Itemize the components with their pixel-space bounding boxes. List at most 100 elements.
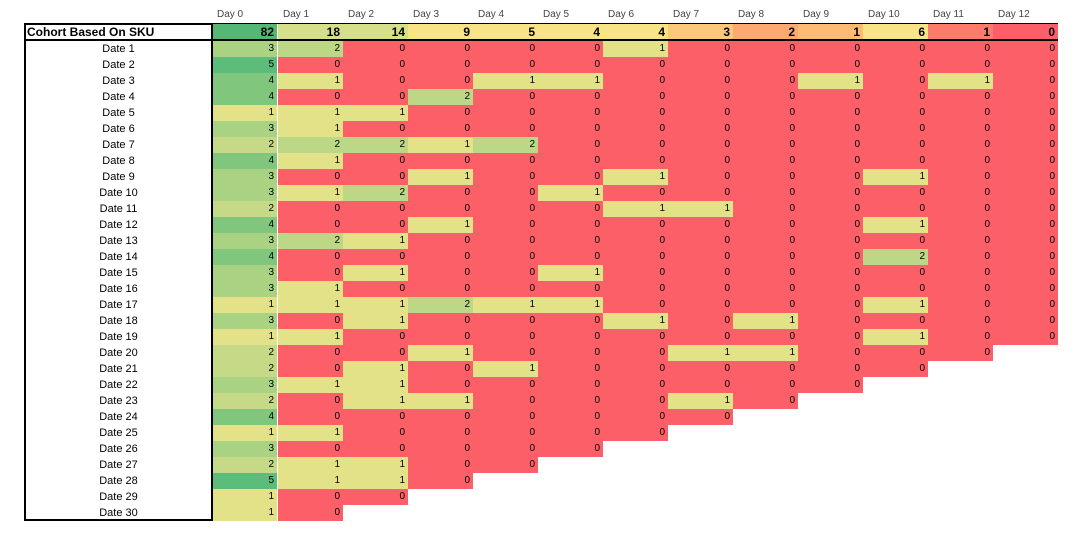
cohort-cell[interactable]: 0 [668, 73, 733, 89]
cohort-cell[interactable]: 2 [278, 41, 343, 57]
cohort-cell[interactable]: 0 [473, 217, 538, 233]
cohort-cell[interactable]: 0 [928, 201, 993, 217]
cohort-cell[interactable]: 0 [733, 249, 798, 265]
cohort-cell[interactable]: 0 [733, 73, 798, 89]
cohort-cell[interactable]: 1 [603, 169, 668, 185]
cohort-cell[interactable]: 0 [473, 457, 538, 473]
cohort-cell[interactable]: 0 [538, 313, 603, 329]
cohort-cell[interactable]: 0 [668, 185, 733, 201]
cohort-cell[interactable]: 0 [603, 57, 668, 73]
cohort-cell[interactable]: 0 [668, 121, 733, 137]
cohort-cell[interactable]: 0 [538, 201, 603, 217]
cohort-cell[interactable]: 0 [928, 153, 993, 169]
cohort-cell[interactable]: 0 [473, 281, 538, 297]
cohort-cell[interactable]: 0 [668, 105, 733, 121]
cohort-cell[interactable]: 0 [278, 393, 343, 409]
cohort-cell[interactable]: 0 [408, 361, 473, 377]
cohort-cell[interactable]: 1 [473, 73, 538, 89]
cohort-cell[interactable]: 0 [473, 41, 538, 57]
cohort-cell[interactable]: 0 [733, 137, 798, 153]
cohort-cell[interactable]: 3 [212, 441, 277, 457]
cohort-cell[interactable]: 0 [798, 297, 863, 313]
cohort-cell[interactable]: 0 [278, 249, 343, 265]
cohort-cell[interactable]: 0 [798, 313, 863, 329]
cohort-cell[interactable]: 0 [668, 233, 733, 249]
cohort-cell[interactable]: 1 [343, 313, 408, 329]
total-cell[interactable]: 0 [993, 24, 1058, 40]
cohort-cell[interactable]: 0 [343, 217, 408, 233]
cohort-cell[interactable]: 0 [408, 233, 473, 249]
cohort-cell[interactable]: 1 [278, 121, 343, 137]
cohort-cell[interactable]: 1 [668, 201, 733, 217]
cohort-cell[interactable]: 4 [212, 217, 277, 233]
cohort-cell[interactable]: 0 [993, 105, 1058, 121]
cohort-cell[interactable]: 1 [278, 153, 343, 169]
cohort-cell[interactable]: 0 [408, 185, 473, 201]
cohort-cell[interactable]: 0 [798, 169, 863, 185]
cohort-cell[interactable]: 0 [798, 345, 863, 361]
cohort-cell[interactable]: 0 [408, 441, 473, 457]
cohort-cell[interactable]: 1 [408, 169, 473, 185]
total-cell[interactable]: 9 [408, 24, 473, 40]
cohort-cell[interactable]: 0 [733, 57, 798, 73]
cohort-cell[interactable]: 0 [473, 105, 538, 121]
cohort-cell[interactable]: 0 [538, 121, 603, 137]
cohort-cell[interactable]: 0 [733, 105, 798, 121]
total-cell[interactable]: 14 [343, 24, 408, 40]
cohort-cell[interactable]: 0 [798, 137, 863, 153]
cohort-cell[interactable]: 0 [408, 281, 473, 297]
cohort-cell[interactable]: 1 [212, 329, 277, 345]
cohort-cell[interactable]: 0 [928, 217, 993, 233]
cohort-cell[interactable]: 3 [212, 233, 277, 249]
cohort-cell[interactable]: 2 [863, 249, 928, 265]
cohort-cell[interactable]: 0 [733, 121, 798, 137]
cohort-cell[interactable]: 0 [538, 281, 603, 297]
cohort-cell[interactable]: 0 [343, 249, 408, 265]
cohort-cell[interactable]: 0 [278, 265, 343, 281]
cohort-cell[interactable]: 0 [993, 297, 1058, 313]
cohort-cell[interactable]: 0 [798, 185, 863, 201]
total-cell[interactable]: 4 [538, 24, 603, 40]
cohort-cell[interactable]: 1 [538, 185, 603, 201]
cohort-cell[interactable]: 0 [473, 249, 538, 265]
cohort-cell[interactable]: 0 [603, 233, 668, 249]
cohort-cell[interactable]: 0 [538, 217, 603, 233]
cohort-cell[interactable]: 1 [278, 281, 343, 297]
cohort-cell[interactable]: 0 [538, 329, 603, 345]
cohort-cell[interactable]: 0 [928, 281, 993, 297]
cohort-cell[interactable]: 0 [733, 89, 798, 105]
cohort-cell[interactable]: 0 [603, 393, 668, 409]
cohort-cell[interactable]: 0 [473, 153, 538, 169]
cohort-cell[interactable]: 0 [733, 233, 798, 249]
cohort-cell[interactable]: 0 [603, 121, 668, 137]
cohort-cell[interactable]: 1 [668, 345, 733, 361]
cohort-cell[interactable]: 1 [538, 73, 603, 89]
cohort-cell[interactable]: 0 [928, 121, 993, 137]
cohort-cell[interactable]: 1 [538, 297, 603, 313]
cohort-cell[interactable]: 0 [928, 329, 993, 345]
cohort-cell[interactable]: 0 [993, 249, 1058, 265]
cohort-cell[interactable]: 0 [668, 265, 733, 281]
cohort-cell[interactable]: 0 [473, 393, 538, 409]
cohort-cell[interactable]: 0 [473, 169, 538, 185]
cohort-cell[interactable]: 0 [343, 409, 408, 425]
cohort-cell[interactable]: 0 [863, 201, 928, 217]
cohort-cell[interactable]: 1 [408, 137, 473, 153]
cohort-cell[interactable]: 0 [993, 169, 1058, 185]
cohort-cell[interactable]: 4 [212, 153, 277, 169]
cohort-cell[interactable]: 1 [212, 297, 277, 313]
cohort-cell[interactable]: 0 [798, 361, 863, 377]
cohort-cell[interactable]: 0 [278, 489, 343, 505]
cohort-cell[interactable]: 0 [343, 57, 408, 73]
cohort-cell[interactable]: 0 [798, 265, 863, 281]
cohort-cell[interactable]: 0 [603, 409, 668, 425]
cohort-cell[interactable]: 0 [733, 297, 798, 313]
cohort-cell[interactable]: 0 [603, 249, 668, 265]
cohort-cell[interactable]: 0 [408, 313, 473, 329]
cohort-cell[interactable]: 0 [668, 249, 733, 265]
cohort-cell[interactable]: 0 [343, 441, 408, 457]
cohort-cell[interactable]: 0 [733, 281, 798, 297]
cohort-cell[interactable]: 0 [408, 121, 473, 137]
total-cell[interactable]: 5 [473, 24, 538, 40]
total-cell[interactable]: 4 [603, 24, 668, 40]
